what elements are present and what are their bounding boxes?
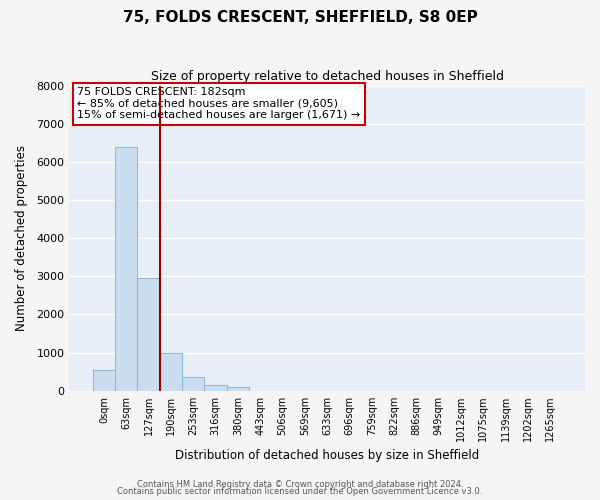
Text: Contains HM Land Registry data © Crown copyright and database right 2024.: Contains HM Land Registry data © Crown c… (137, 480, 463, 489)
Bar (182, 376, 205, 391)
X-axis label: Distribution of detached houses by size in Sheffield: Distribution of detached houses by size … (175, 450, 479, 462)
Y-axis label: Number of detached properties: Number of detached properties (15, 145, 28, 331)
Bar (160, 354, 182, 391)
Text: 75, FOLDS CRESCENT, SHEFFIELD, S8 0EP: 75, FOLDS CRESCENT, SHEFFIELD, S8 0EP (122, 10, 478, 25)
Text: Contains public sector information licensed under the Open Government Licence v3: Contains public sector information licen… (118, 488, 482, 496)
Title: Size of property relative to detached houses in Sheffield: Size of property relative to detached ho… (151, 70, 503, 83)
Bar (137, 278, 160, 391)
Text: 75 FOLDS CRESCENT: 182sqm
← 85% of detached houses are smaller (9,605)
15% of se: 75 FOLDS CRESCENT: 182sqm ← 85% of detac… (77, 87, 361, 120)
Bar (227, 388, 249, 391)
Bar (93, 370, 115, 391)
Bar (115, 146, 137, 391)
Bar (205, 384, 227, 391)
